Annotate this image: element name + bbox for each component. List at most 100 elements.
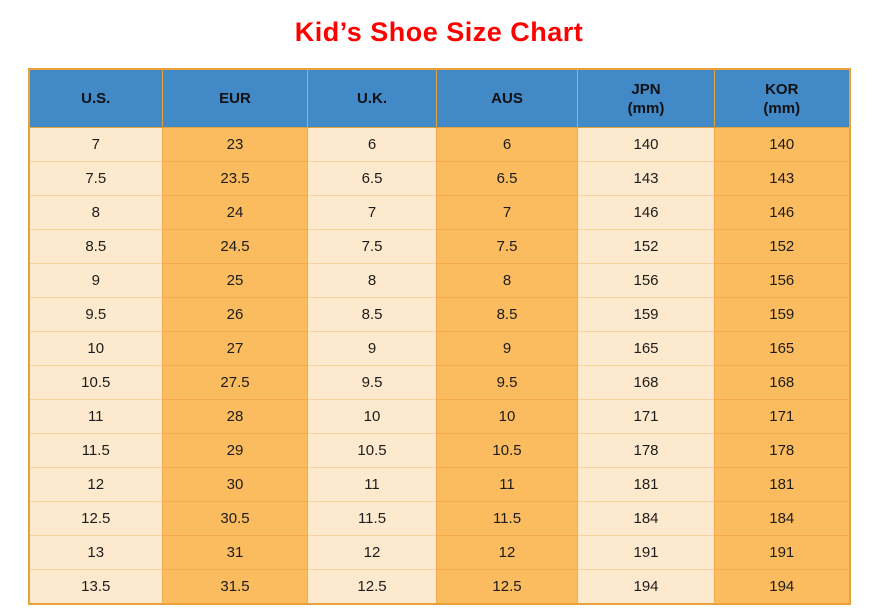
table-cell: 11 — [28, 399, 163, 434]
table-cell: 24.5 — [162, 229, 308, 264]
table-cell: 171 — [714, 399, 850, 434]
table-cell: 152 — [714, 229, 850, 264]
table-cell: 8.5 — [307, 297, 437, 332]
table-row: 13 31 12 12 191 191 — [28, 535, 850, 570]
column-header-us: U.S. — [28, 68, 163, 128]
table-cell: 27 — [162, 331, 308, 366]
table-cell: 152 — [577, 229, 715, 264]
table-cell: 12.5 — [436, 569, 578, 604]
table-cell: 6 — [436, 127, 578, 162]
table-cell: 10 — [307, 399, 437, 434]
column-header-label: U.S. — [81, 90, 111, 107]
table-cell: 181 — [577, 467, 715, 502]
table-cell: 143 — [577, 161, 715, 196]
table-row: 12.5 30.5 11.5 11.5 184 184 — [28, 501, 850, 536]
table-cell: 10 — [436, 399, 578, 434]
table-row: 11 28 10 10 171 171 — [28, 399, 850, 434]
column-header-label: AUS — [491, 90, 523, 107]
table-cell: 11 — [436, 467, 578, 502]
table-cell: 31 — [162, 535, 308, 570]
table-body: 7 23 6 6 140 140 7.5 23.5 6.5 6.5 143 143 8 24 7 7 146 14… — [28, 127, 850, 604]
table-cell: 12 — [307, 535, 437, 570]
table-cell: 184 — [714, 501, 850, 536]
table-row: 12 30 11 11 181 181 — [28, 467, 850, 502]
table-cell: 10.5 — [307, 433, 437, 468]
column-header-kor: KOR (mm) — [714, 68, 850, 128]
table-cell: 11.5 — [307, 501, 437, 536]
column-header-label: EUR — [219, 90, 251, 107]
table-cell: 6.5 — [307, 161, 437, 196]
table-cell: 10.5 — [436, 433, 578, 468]
table-cell: 194 — [577, 569, 715, 604]
table-cell: 191 — [577, 535, 715, 570]
table-cell: 171 — [577, 399, 715, 434]
table-cell: 159 — [577, 297, 715, 332]
table-cell: 9 — [307, 331, 437, 366]
table-cell: 24 — [162, 195, 308, 230]
column-header-label: JPN — [631, 80, 661, 98]
table-cell: 11 — [307, 467, 437, 502]
header-row: U.S. EUR U.K. AUS JPN (mm) KOR (mm) — [28, 68, 850, 128]
table-cell: 10.5 — [28, 365, 163, 400]
table-cell: 168 — [577, 365, 715, 400]
column-header-label: KOR — [765, 80, 799, 98]
column-header-unit: (mm) — [627, 99, 665, 117]
column-header-label: U.K. — [357, 90, 387, 107]
table-cell: 140 — [577, 127, 715, 162]
table-cell: 7.5 — [436, 229, 578, 264]
table-cell: 8.5 — [436, 297, 578, 332]
table-cell: 7.5 — [307, 229, 437, 264]
table-cell: 8.5 — [28, 229, 163, 264]
table-cell: 184 — [577, 501, 715, 536]
table-cell: 8 — [436, 263, 578, 298]
table-cell: 29 — [162, 433, 308, 468]
table-row: 9.5 26 8.5 8.5 159 159 — [28, 297, 850, 332]
table-cell: 178 — [714, 433, 850, 468]
table-cell: 31.5 — [162, 569, 308, 604]
table-cell: 9.5 — [436, 365, 578, 400]
table-cell: 12 — [436, 535, 578, 570]
column-header-uk: U.K. — [307, 68, 437, 128]
column-header-aus: AUS — [436, 68, 578, 128]
table-cell: 10 — [28, 331, 163, 366]
table-cell: 168 — [714, 365, 850, 400]
table-cell: 8 — [28, 195, 163, 230]
table-cell: 11.5 — [436, 501, 578, 536]
table-cell: 191 — [714, 535, 850, 570]
table-cell: 26 — [162, 297, 308, 332]
table-cell: 8 — [307, 263, 437, 298]
table-cell: 146 — [714, 195, 850, 230]
page-title: Kid’s Shoe Size Chart — [294, 17, 584, 47]
table-cell: 7 — [436, 195, 578, 230]
table-header: U.S. EUR U.K. AUS JPN (mm) KOR (mm) — [28, 68, 850, 128]
table-row: 9 25 8 8 156 156 — [28, 263, 850, 298]
table-cell: 9 — [436, 331, 578, 366]
table-cell: 23.5 — [162, 161, 308, 196]
table-cell: 165 — [714, 331, 850, 366]
table-cell: 9.5 — [307, 365, 437, 400]
table-cell: 181 — [714, 467, 850, 502]
column-header-unit: (mm) — [763, 99, 801, 117]
table-row: 13.5 31.5 12.5 12.5 194 194 — [28, 569, 850, 604]
table-cell: 12 — [28, 467, 163, 502]
table-cell: 156 — [577, 263, 715, 298]
table-cell: 9 — [28, 263, 163, 298]
table-cell: 30 — [162, 467, 308, 502]
table-row: 8.5 24.5 7.5 7.5 152 152 — [28, 229, 850, 264]
table-cell: 25 — [162, 263, 308, 298]
table-cell: 27.5 — [162, 365, 308, 400]
table-row: 11.5 29 10.5 10.5 178 178 — [28, 433, 850, 468]
table-cell: 178 — [577, 433, 715, 468]
table-cell: 7 — [28, 127, 163, 162]
table-row: 8 24 7 7 146 146 — [28, 195, 850, 230]
table-cell: 13 — [28, 535, 163, 570]
table-row: 10.5 27.5 9.5 9.5 168 168 — [28, 365, 850, 400]
column-header-jpn: JPN (mm) — [577, 68, 715, 128]
table-cell: 30.5 — [162, 501, 308, 536]
table-cell: 6 — [307, 127, 437, 162]
table-cell: 156 — [714, 263, 850, 298]
table-cell: 28 — [162, 399, 308, 434]
table-row: 10 27 9 9 165 165 — [28, 331, 850, 366]
table-cell: 23 — [162, 127, 308, 162]
table-cell: 9.5 — [28, 297, 163, 332]
